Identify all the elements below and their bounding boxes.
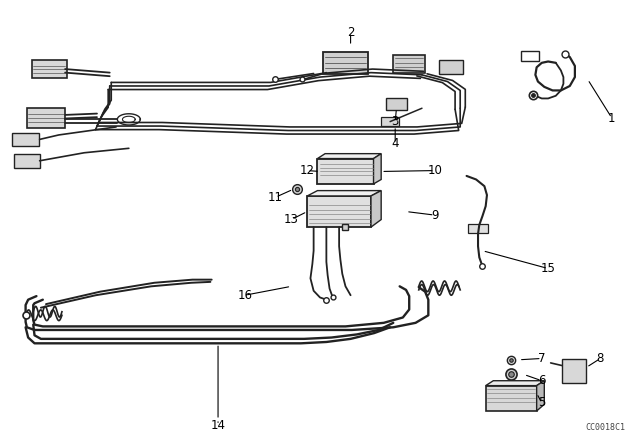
Polygon shape [307,190,381,196]
Text: 12: 12 [300,164,315,177]
Polygon shape [537,381,544,411]
Text: 8: 8 [596,352,604,365]
Bar [381,116,399,126]
Bar [12,133,39,146]
Text: 9: 9 [431,209,438,222]
Text: 6: 6 [538,374,545,387]
Bar [317,159,374,185]
Bar [14,154,40,168]
Bar [522,51,540,60]
Text: 3: 3 [392,115,399,128]
Text: 4: 4 [392,138,399,151]
Bar [486,386,537,411]
Polygon shape [317,154,381,159]
Bar [468,224,488,233]
Text: 2: 2 [347,26,355,39]
Polygon shape [374,154,381,184]
Text: 13: 13 [284,213,299,226]
Bar [561,359,586,383]
Polygon shape [486,381,544,386]
Text: 5: 5 [538,396,545,409]
Text: 7: 7 [538,352,545,365]
Bar [387,98,406,110]
Bar [438,60,463,74]
Text: 1: 1 [608,112,616,125]
Text: 11: 11 [268,191,283,204]
Bar [323,52,368,73]
Text: 15: 15 [541,262,556,275]
Text: 10: 10 [428,164,442,177]
Polygon shape [371,190,381,227]
Bar [307,196,371,227]
Bar [31,60,67,78]
Text: CC0018C1: CC0018C1 [586,423,626,432]
Text: 14: 14 [211,419,225,432]
Text: 16: 16 [237,289,252,302]
Bar [394,55,425,73]
Bar [27,108,65,128]
